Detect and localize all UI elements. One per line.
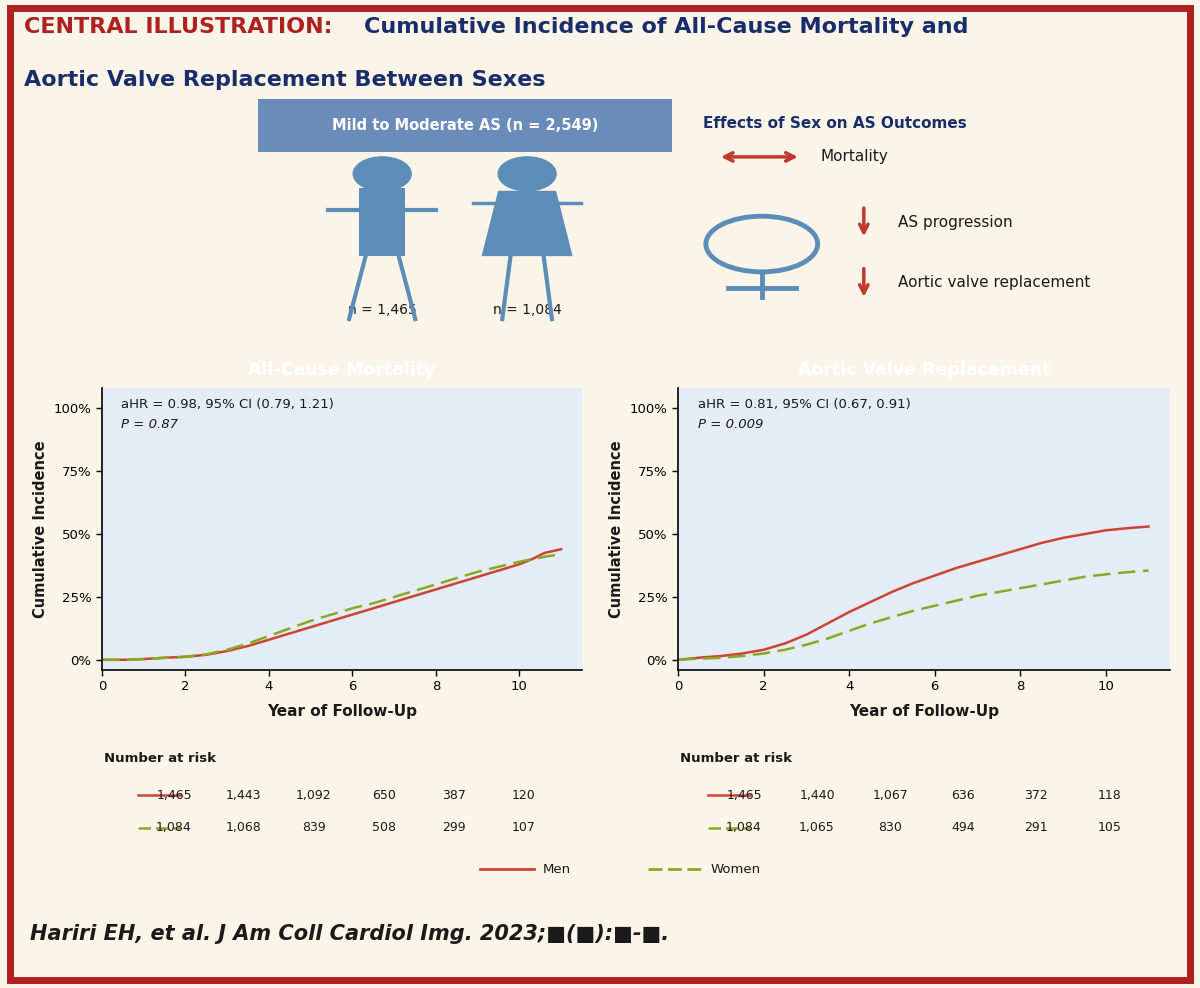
Text: Aortic Valve Replacement Between Sexes: Aortic Valve Replacement Between Sexes	[24, 69, 546, 90]
Text: Number at risk: Number at risk	[680, 752, 792, 766]
Text: 372: 372	[1025, 788, 1048, 802]
Text: 650: 650	[372, 788, 396, 802]
Bar	[360, 189, 404, 256]
Text: 107: 107	[511, 821, 535, 835]
Circle shape	[498, 157, 556, 191]
Text: aHR = 0.81, 95% CI (0.67, 0.91): aHR = 0.81, 95% CI (0.67, 0.91)	[697, 398, 911, 411]
Text: 1,092: 1,092	[296, 788, 331, 802]
Text: Aortic valve replacement: Aortic valve replacement	[898, 276, 1091, 290]
Text: All-Cause Mortality: All-Cause Mortality	[248, 361, 436, 378]
Bar	[258, 99, 672, 152]
Text: 839: 839	[302, 821, 325, 835]
Y-axis label: Cumulative Incidence: Cumulative Incidence	[34, 441, 48, 618]
Text: 1,440: 1,440	[799, 788, 835, 802]
Text: Women: Women	[710, 863, 761, 876]
Text: Aortic Valve Replacement: Aortic Valve Replacement	[798, 361, 1050, 378]
Text: aHR = 0.98, 95% CI (0.79, 1.21): aHR = 0.98, 95% CI (0.79, 1.21)	[121, 398, 334, 411]
Polygon shape	[481, 191, 572, 256]
Text: 118: 118	[1097, 788, 1121, 802]
Text: Year of Follow-Up: Year of Follow-Up	[850, 703, 998, 719]
Text: Men: Men	[542, 863, 570, 876]
Text: Cumulative Incidence of All-Cause Mortality and: Cumulative Incidence of All-Cause Mortal…	[364, 17, 968, 37]
Text: n = 1,465: n = 1,465	[348, 302, 416, 316]
Circle shape	[353, 157, 412, 191]
Text: 1,465: 1,465	[156, 788, 192, 802]
Text: CENTRAL ILLUSTRATION:: CENTRAL ILLUSTRATION:	[24, 17, 341, 37]
Text: AS progression: AS progression	[898, 214, 1013, 230]
Text: 508: 508	[372, 821, 396, 835]
Text: 1,465: 1,465	[726, 788, 762, 802]
Text: Effects of Sex on AS Outcomes: Effects of Sex on AS Outcomes	[703, 116, 967, 130]
Text: 830: 830	[878, 821, 902, 835]
Text: 291: 291	[1025, 821, 1048, 835]
Text: 105: 105	[1097, 821, 1121, 835]
Text: 1,065: 1,065	[799, 821, 835, 835]
Text: Mild to Moderate AS (n = 2,549): Mild to Moderate AS (n = 2,549)	[332, 118, 598, 133]
Y-axis label: Cumulative Incidence: Cumulative Incidence	[610, 441, 624, 618]
Text: 387: 387	[442, 788, 466, 802]
Text: 1,068: 1,068	[226, 821, 262, 835]
Text: Mortality: Mortality	[820, 149, 888, 164]
Text: n = 1,084: n = 1,084	[493, 302, 562, 316]
Text: 299: 299	[442, 821, 466, 835]
Text: 1,067: 1,067	[872, 788, 908, 802]
Text: 636: 636	[952, 788, 974, 802]
Text: P = 0.87: P = 0.87	[121, 418, 179, 431]
Text: 494: 494	[952, 821, 974, 835]
Text: 120: 120	[511, 788, 535, 802]
Text: 1,443: 1,443	[226, 788, 262, 802]
Text: Hariri EH, et al. J Am Coll Cardiol Img. 2023;■(■):■-■.: Hariri EH, et al. J Am Coll Cardiol Img.…	[30, 924, 670, 944]
Text: Year of Follow-Up: Year of Follow-Up	[266, 703, 418, 719]
Text: 1,084: 1,084	[726, 821, 762, 835]
Text: 1,084: 1,084	[156, 821, 192, 835]
Text: P = 0.009: P = 0.009	[697, 418, 763, 431]
Text: Number at risk: Number at risk	[104, 752, 216, 766]
